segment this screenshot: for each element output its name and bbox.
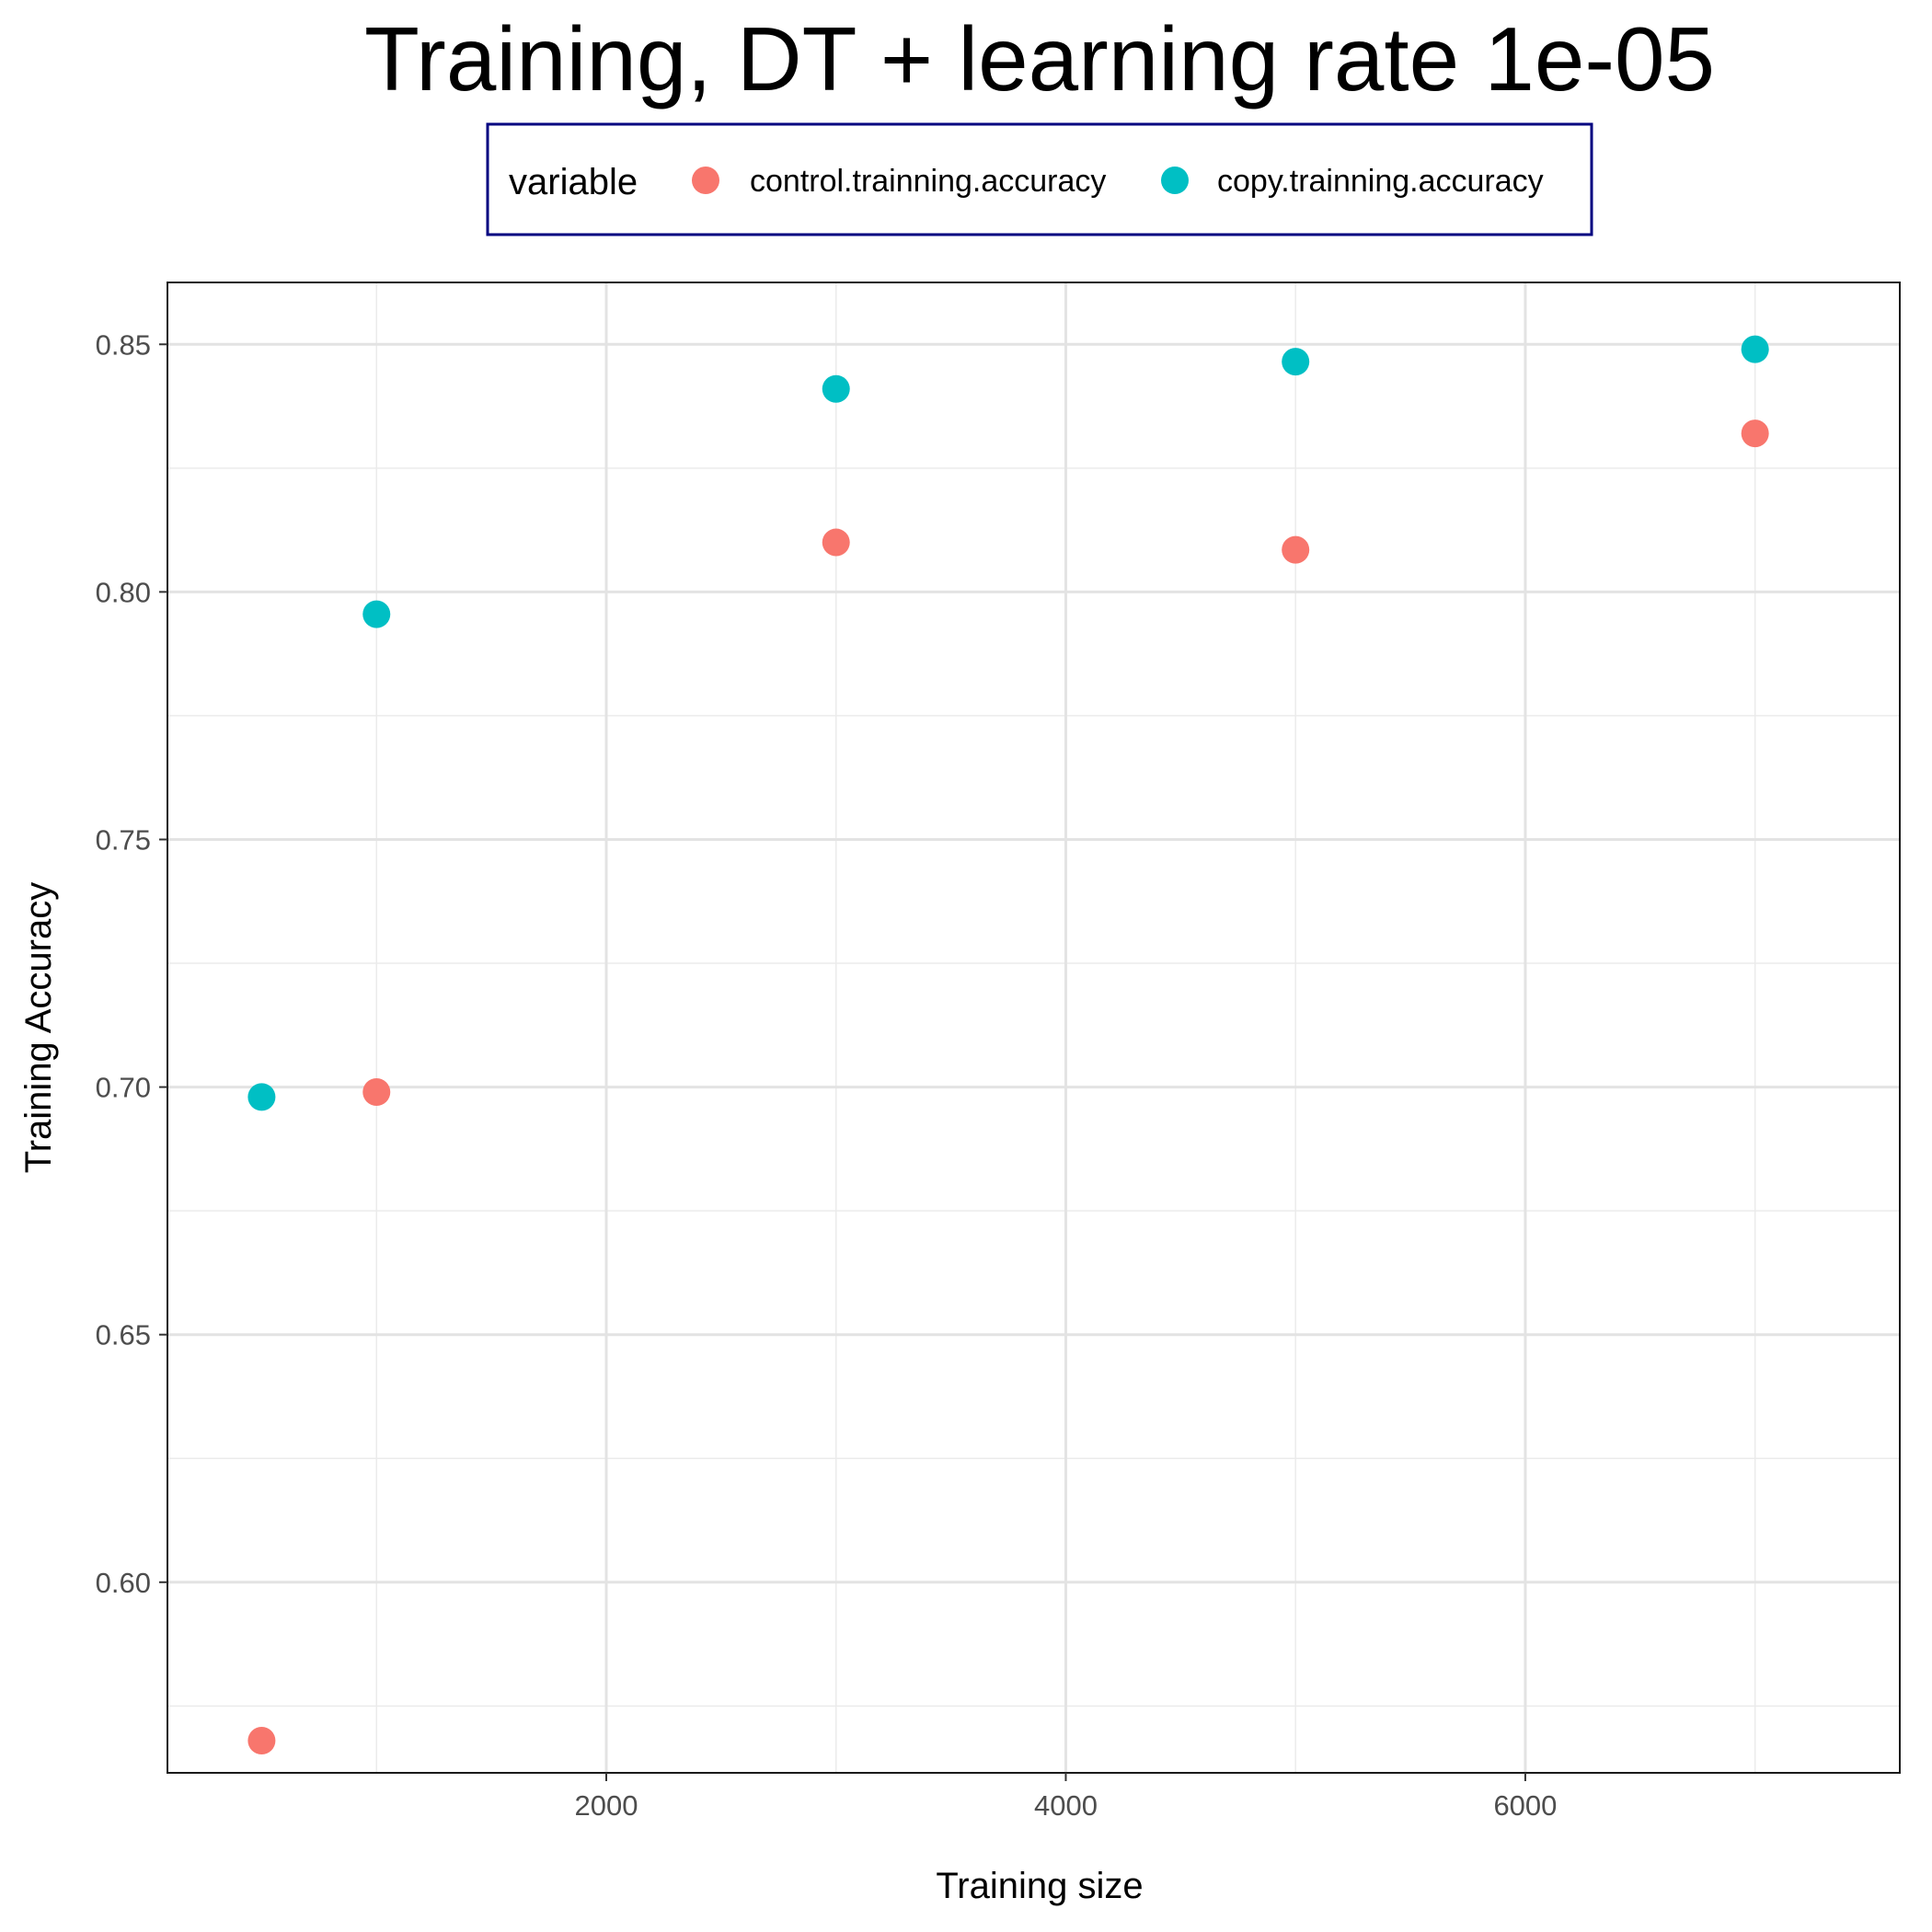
plot-area [167, 282, 1901, 1774]
point-control [822, 528, 850, 557]
y-tick-label: 0.80 [96, 576, 151, 608]
legend-label-copy: copy.trainning.accuracy [1217, 164, 1544, 199]
legend-title: variable [509, 162, 638, 202]
x-tick-label: 6000 [1493, 1789, 1557, 1822]
y-axis-title: Training Accuracy [18, 882, 59, 1173]
grid [167, 282, 1900, 1773]
legend: variable control.trainning.accuracy copy… [486, 122, 1593, 236]
legend-key-control [692, 167, 719, 194]
point-copy [247, 1083, 276, 1111]
x-tick-label: 2000 [575, 1789, 638, 1822]
legend-box [486, 122, 1593, 236]
point-control [1282, 535, 1310, 564]
axes: 2000 4000 6000 0.60 0.65 0.70 0.75 0.80 0.85 [96, 328, 1558, 1822]
point-control [362, 1077, 391, 1106]
legend-label-control: control.trainning.accuracy [750, 164, 1106, 199]
y-tick-label: 0.85 [96, 328, 151, 361]
point-copy [822, 374, 850, 403]
point-control [1741, 420, 1769, 448]
point-copy [1282, 348, 1310, 376]
point-control [247, 1727, 276, 1755]
point-copy [1741, 335, 1769, 363]
plot-border [167, 282, 1901, 1774]
plot-background [167, 282, 1900, 1773]
x-tick-label: 4000 [1034, 1789, 1098, 1822]
chart-title: Training, DT + learning rate 1e-05 [364, 8, 1715, 109]
point-copy [362, 600, 391, 628]
x-axis-title: Training size [936, 1866, 1143, 1906]
y-tick-label: 0.60 [96, 1567, 151, 1599]
data-points [247, 335, 1769, 1755]
y-tick-label: 0.75 [96, 823, 151, 856]
y-tick-label: 0.65 [96, 1319, 151, 1351]
y-tick-label: 0.70 [96, 1072, 151, 1104]
legend-key-copy [1161, 167, 1189, 194]
